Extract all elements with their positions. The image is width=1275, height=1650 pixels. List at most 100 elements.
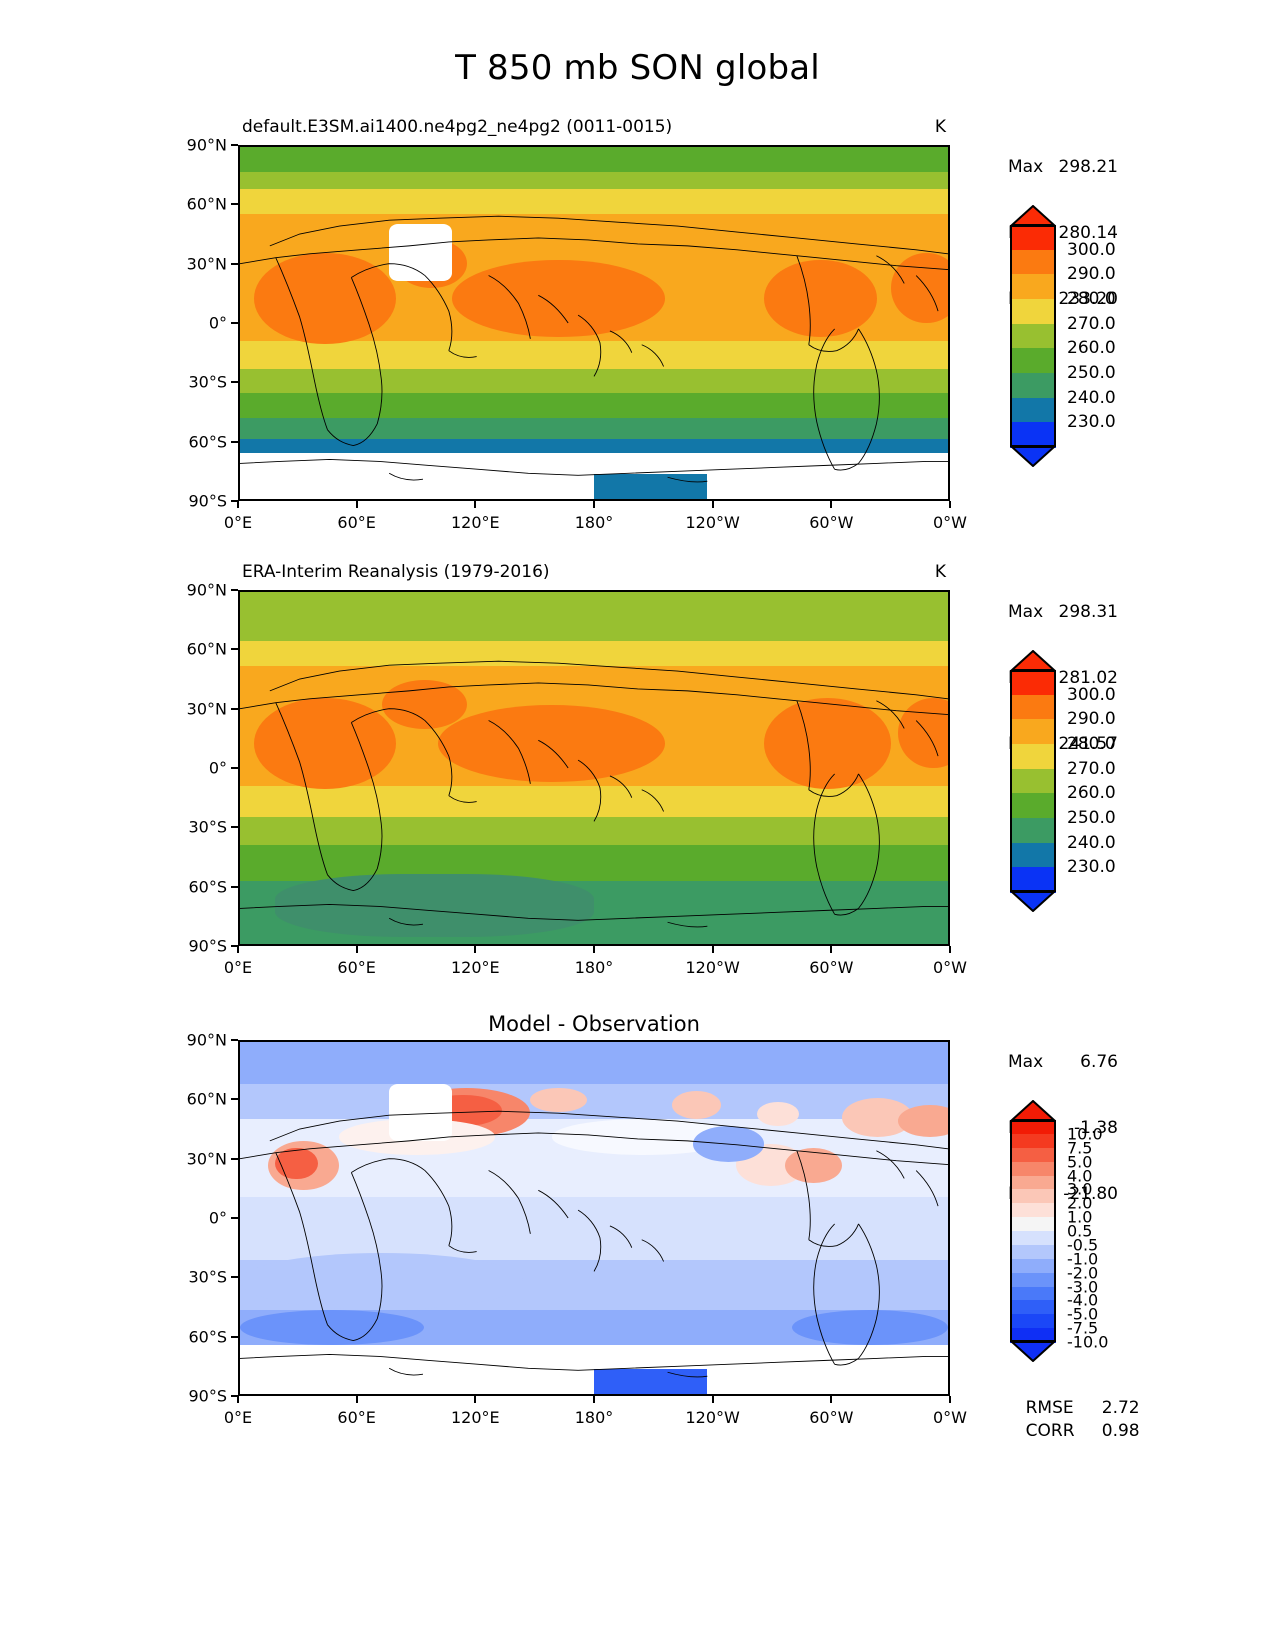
ytick-mark [231,1039,238,1041]
xtick-label: 0°W [933,513,967,532]
xtick-mark [830,501,833,508]
colorbar-segment [1010,670,1056,696]
ytick-mark [231,945,238,947]
colorbar-segment [1010,249,1056,275]
colorbar-tick-label: -7.5 [1067,1318,1099,1338]
ytick-mark [231,885,238,888]
xtick-label: 60°W [809,958,854,977]
colorbar-tick-label: 0.5 [1067,1221,1093,1241]
colorbar-outline [1010,225,1056,447]
colorbar-tick-label: 10.0 [1067,1124,1103,1144]
colorbar-segment [1010,1175,1056,1190]
colorbar-segment [1010,1217,1056,1232]
colorbar-model[interactable]: 300.0 290.0 280.0 270.0 260.0 250.0 240.0 230.0 [1010,205,1116,467]
colorbar-tick-label: 7.5 [1067,1138,1093,1158]
stats-difference-max-label: Max [1008,1052,1044,1072]
ytick-label: 30°N [186,1149,227,1169]
map-observation-contours [240,592,948,944]
colorbar-segment [1010,1231,1056,1246]
colorbar-difference[interactable]: 10.0 7.5 5.0 4.0 3.0 2.0 1.0 0.5 -0.5 -1.0 -2.0 -3.… [1010,1100,1108,1362]
map-model[interactable] [238,145,950,501]
colorbar-segment [1010,1286,1056,1301]
colorbar-observation[interactable]: 300.0 290.0 280.0 270.0 260.0 250.0 240.0 230.0 [1010,650,1116,912]
xtick-mark [474,1396,477,1403]
colorbar-segment [1010,274,1056,300]
colorbar-tick-label: 260.0 [1067,783,1116,804]
xtick-mark [593,1396,595,1403]
ytick-label: 0° [208,758,227,778]
xtick-mark [830,946,833,953]
colorbar-tick-label: 240.0 [1067,832,1116,853]
xtick-mark [593,501,595,508]
ytick-label: 60°S [188,1327,227,1347]
ytick-label: 90°N [186,1030,227,1050]
panel-difference: Model - Observation [187,1012,967,1427]
colorbar-outline [1010,670,1056,892]
map-observation[interactable] [238,590,950,946]
panel-difference-header: Model - Observation [238,1012,950,1036]
ytick-label: 60°S [188,877,227,897]
ytick-mark [231,1098,238,1101]
panel-difference-subtitle: Model - Observation [488,1012,700,1036]
corr-value: 0.98 [1101,1421,1140,1441]
xtick-label: 120°W [685,1408,740,1427]
ytick-label: 0° [208,1208,227,1228]
xtick-label: 120°E [451,513,500,532]
ytick-label: 90°N [186,135,227,155]
ytick-label: 30°N [186,254,227,274]
panel-observation-unit: K [934,562,946,582]
ytick-mark [231,203,238,206]
stats-difference-min-value: -21.80 [1063,1184,1118,1204]
xtick-label: 60°E [337,1408,376,1427]
ytick-label: 30°N [186,699,227,719]
colorbar-segment [1010,299,1056,325]
colorbar-tick-label: 290.0 [1067,264,1116,285]
colorbar-segment [1010,793,1056,819]
coastlines-model [240,215,948,483]
stats-observation-mean-value: 281.02 [1058,668,1118,688]
colorbar-tick-label: -1.0 [1067,1249,1099,1269]
ytick-mark [231,648,238,651]
colorbar-segment [1010,1314,1056,1329]
ytick-mark [231,826,238,829]
panel-model: default.E3SM.ai1400.ne4pg2_ne4pg2 (0011-… [187,117,967,532]
colorbar-segment [1010,1120,1056,1135]
panel-model-header: default.E3SM.ai1400.ne4pg2_ne4pg2 (0011-… [238,117,950,141]
corr-label: CORR [1025,1421,1075,1441]
rmse-label: RMSE [1025,1398,1074,1418]
xtick-label: 0°W [933,1408,967,1427]
xtick-mark [949,1396,951,1403]
colorbar-segment [1010,1244,1056,1260]
colorbar-segment [1010,744,1056,770]
xtick-mark [830,1396,833,1403]
stats-model-mean-value: 280.14 [1058,223,1118,243]
panel-model-subtitle: default.E3SM.ai1400.ne4pg2_ne4pg2 (0011-… [242,117,673,137]
colorbar-segment [1010,1161,1056,1177]
colorbar-tick-label: 250.0 [1067,808,1116,828]
colorbar-tick-label: 230.0 [1067,412,1116,433]
colorbar-segment [1010,1258,1056,1274]
colorbar-tick-label: 250.0 [1067,363,1116,383]
ytick-label: 90°N [186,580,227,600]
xtick-label: 60°W [809,513,854,532]
colorbar-extend-min-arrow [1010,1342,1056,1362]
colorbar-segment [1010,323,1056,349]
colorbar-segment [1010,1189,1056,1204]
xtick-mark [949,501,951,508]
ytick-label: 30°S [188,817,227,837]
ytick-label: 90°S [188,936,227,956]
colorbar-extend-max-arrow [1010,205,1056,225]
xtick-mark [355,1396,358,1403]
stats-model-max-label: Max [1008,157,1044,177]
xtick-mark [355,946,358,953]
colorbar-segment [1010,1147,1056,1163]
colorbar-segment [1010,818,1056,844]
ytick-mark [231,767,238,769]
colorbar-segment [1010,225,1056,251]
xtick-label: 60°E [337,513,376,532]
map-difference[interactable] [238,1040,950,1396]
ytick-label: 60°N [186,194,227,214]
colorbar-segment [1010,694,1056,720]
ytick-label: 60°N [186,1089,227,1109]
colorbar-segment [1010,867,1056,893]
